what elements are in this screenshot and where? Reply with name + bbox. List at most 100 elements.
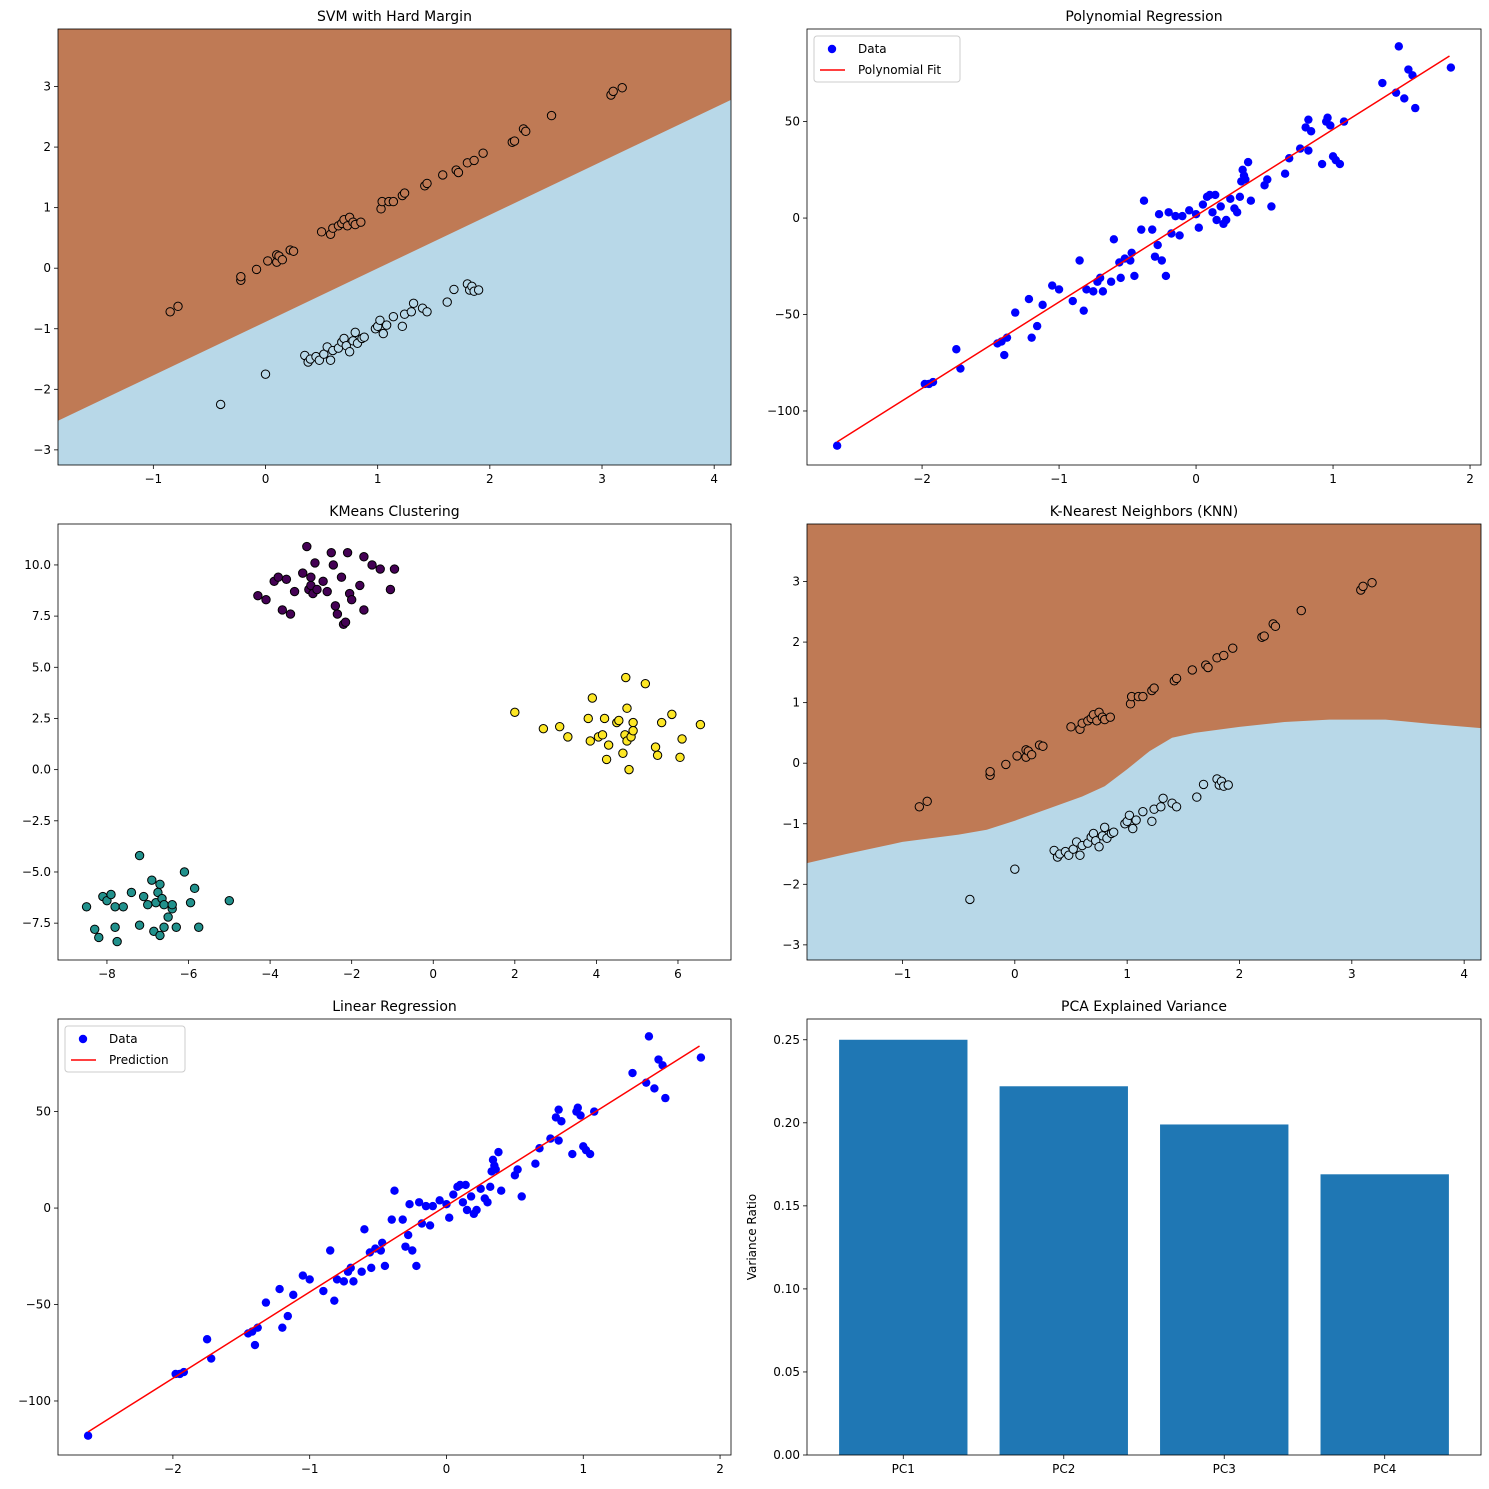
y-tick-label: 3 bbox=[792, 575, 800, 589]
data-point bbox=[1221, 215, 1231, 225]
axes-frame bbox=[57, 1018, 732, 1456]
cluster-0-point bbox=[261, 595, 271, 605]
cluster-2-point bbox=[510, 707, 520, 718]
data-point bbox=[1241, 175, 1250, 184]
cluster-2-point bbox=[614, 715, 624, 726]
x-tick-label: PC3 bbox=[1213, 1462, 1236, 1476]
data-point-upper bbox=[1367, 578, 1377, 588]
x-tick-label: 4 bbox=[1460, 967, 1468, 981]
cluster-2-point bbox=[603, 740, 614, 750]
data-point-upper bbox=[469, 155, 479, 166]
y-tick-label: 1 bbox=[792, 696, 800, 710]
y-tick-label: −7.5 bbox=[22, 916, 51, 930]
data-point-lower bbox=[350, 327, 360, 338]
data-point bbox=[1171, 211, 1180, 221]
data-point bbox=[1048, 281, 1057, 290]
axes-frame bbox=[806, 1018, 1482, 1456]
x-tick-label: 0 bbox=[1011, 967, 1019, 981]
data-point-upper bbox=[914, 802, 925, 812]
data-point-upper bbox=[277, 255, 288, 265]
data-point bbox=[1304, 115, 1313, 124]
data-point bbox=[283, 1311, 293, 1321]
data-point bbox=[1280, 169, 1290, 178]
x-tick-label: 6 bbox=[674, 967, 682, 981]
data-point-upper bbox=[236, 271, 246, 282]
data-point bbox=[1212, 215, 1221, 225]
data-point bbox=[1394, 42, 1404, 51]
y-tick-label: −100 bbox=[18, 1394, 51, 1408]
data-point-upper bbox=[1149, 683, 1159, 693]
fit-line bbox=[87, 1045, 700, 1433]
x-tick-label: −1 bbox=[301, 1462, 319, 1476]
data-point bbox=[1000, 350, 1009, 360]
cluster-2-point bbox=[675, 752, 685, 763]
data-point bbox=[83, 1431, 93, 1440]
cluster-1-point bbox=[155, 930, 165, 941]
y-tick-label: −50 bbox=[26, 1298, 51, 1312]
y-tick-label: 0.25 bbox=[773, 1033, 800, 1047]
data-point-lower bbox=[1124, 810, 1135, 820]
data-point-lower bbox=[406, 307, 417, 317]
data-point bbox=[1095, 273, 1105, 283]
cluster-2-point bbox=[677, 734, 687, 744]
data-point bbox=[207, 1354, 216, 1363]
cluster-1-point bbox=[126, 887, 137, 898]
upper-decision-region bbox=[58, 29, 731, 421]
chart-title: KMeans Clustering bbox=[329, 504, 459, 520]
cluster-2-point bbox=[628, 717, 638, 728]
y-tick-label: −1 bbox=[33, 322, 51, 336]
data-point-lower bbox=[260, 369, 271, 379]
y-tick-label: −2 bbox=[33, 382, 51, 396]
cluster-2-point bbox=[538, 723, 549, 734]
data-point bbox=[417, 1219, 427, 1228]
x-tick-label: 2 bbox=[716, 1462, 724, 1476]
plot-area bbox=[81, 541, 706, 947]
plot-area bbox=[832, 42, 1456, 450]
cluster-1-point bbox=[147, 875, 157, 885]
data-point bbox=[557, 1117, 566, 1126]
x-tick-label: PC1 bbox=[892, 1462, 915, 1476]
data-point-upper bbox=[1066, 722, 1076, 732]
data-point bbox=[568, 1149, 577, 1159]
data-point bbox=[1267, 202, 1276, 211]
cluster-1-point bbox=[134, 850, 145, 861]
data-point bbox=[326, 1246, 335, 1255]
data-point bbox=[1157, 256, 1167, 265]
x-tick-label: 3 bbox=[598, 472, 606, 486]
data-point bbox=[412, 1261, 421, 1271]
data-point bbox=[1167, 229, 1176, 238]
data-point bbox=[1243, 157, 1253, 167]
data-point bbox=[576, 1111, 585, 1120]
data-point bbox=[517, 1192, 526, 1201]
cluster-0-point bbox=[340, 617, 351, 627]
data-point bbox=[644, 1032, 654, 1041]
data-point bbox=[1304, 146, 1313, 155]
data-point-lower bbox=[1131, 815, 1141, 825]
data-point bbox=[494, 1147, 503, 1157]
bar-pc4 bbox=[1320, 1174, 1449, 1455]
data-point bbox=[339, 1277, 349, 1286]
data-point bbox=[305, 1275, 314, 1284]
data-point-lower bbox=[1156, 802, 1166, 812]
cluster-1-point bbox=[171, 922, 181, 932]
data-point bbox=[496, 1186, 506, 1195]
cluster-0-point bbox=[322, 586, 332, 597]
y-tick-label: −2.5 bbox=[22, 814, 51, 828]
data-point bbox=[357, 1267, 366, 1276]
y-axis-label: Variance Ratio bbox=[745, 1194, 759, 1280]
data-point-upper bbox=[1187, 665, 1198, 675]
cluster-0-point bbox=[312, 584, 322, 595]
data-point-lower bbox=[381, 320, 392, 330]
cluster-1-point bbox=[224, 895, 235, 906]
data-point-upper bbox=[399, 188, 410, 198]
data-point bbox=[466, 1192, 476, 1201]
data-point-upper bbox=[985, 766, 995, 777]
cluster-1-point bbox=[94, 932, 104, 943]
cluster-0-point bbox=[359, 605, 369, 615]
data-point bbox=[1106, 277, 1116, 286]
data-point-lower bbox=[344, 347, 355, 357]
data-point-upper bbox=[165, 307, 175, 317]
data-point bbox=[1082, 285, 1091, 294]
data-point-lower bbox=[408, 298, 419, 309]
